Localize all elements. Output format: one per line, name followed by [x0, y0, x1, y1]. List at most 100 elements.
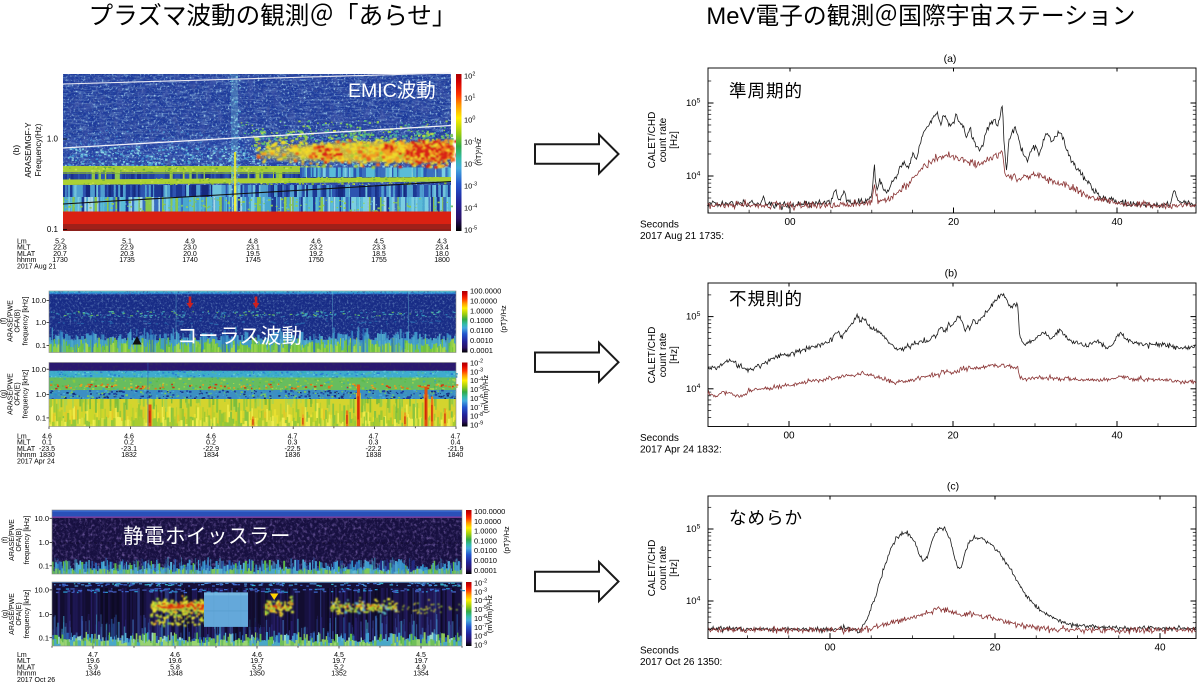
- svg-text:hhmm: hhmm: [17, 671, 37, 678]
- svg-text:OFA(B): OFA(B): [16, 528, 23, 551]
- svg-text:10-7: 10-7: [470, 403, 483, 412]
- svg-text:hhmm: hhmm: [17, 257, 37, 264]
- svg-text:count rate: count rate: [658, 545, 669, 590]
- svg-text:CALET/CHD: CALET/CHD: [647, 112, 658, 169]
- svg-text:100: 100: [464, 116, 475, 125]
- svg-text:20.0: 20.0: [183, 251, 197, 258]
- svg-text:1836: 1836: [285, 452, 301, 459]
- svg-text:-21.9: -21.9: [448, 446, 464, 453]
- svg-text:EMIC波動: EMIC波動: [348, 80, 436, 102]
- svg-text:ARASE/MGF-Y: ARASE/MGF-Y: [24, 122, 33, 178]
- svg-text:1740: 1740: [182, 257, 198, 264]
- svg-text:4.3: 4.3: [437, 239, 447, 246]
- svg-text:0.4: 0.4: [451, 440, 461, 447]
- svg-text:frequency [kHz]: frequency [kHz]: [24, 516, 31, 565]
- svg-text:1832: 1832: [121, 452, 137, 459]
- svg-text:CALET/CHD: CALET/CHD: [647, 540, 658, 597]
- svg-text:00: 00: [783, 431, 795, 442]
- svg-text:22.9: 22.9: [120, 245, 134, 252]
- svg-text:0.0100: 0.0100: [474, 546, 497, 555]
- svg-text:4.6: 4.6: [311, 239, 321, 246]
- svg-text:1834: 1834: [203, 452, 219, 459]
- svg-text:プラズマ波動の観測＠「あらせ」: プラズマ波動の観測＠「あらせ」: [89, 2, 457, 30]
- svg-text:なめらか: なめらか: [729, 508, 803, 528]
- svg-text:101: 101: [464, 94, 475, 103]
- svg-text:10-5: 10-5: [470, 385, 483, 394]
- svg-text:-23.5: -23.5: [39, 446, 55, 453]
- svg-text:0.0100: 0.0100: [470, 326, 493, 335]
- svg-text:count rate: count rate: [658, 117, 669, 162]
- svg-text:(mV/m)²/Hz: (mV/m)²/Hz: [481, 375, 490, 414]
- svg-text:1354: 1354: [413, 671, 429, 678]
- svg-text:-23.1: -23.1: [121, 446, 137, 453]
- svg-text:10-3: 10-3: [464, 182, 477, 191]
- svg-text:(c): (c): [947, 481, 959, 493]
- svg-text:10.0000: 10.0000: [474, 517, 501, 526]
- svg-text:Seconds: Seconds: [640, 220, 679, 231]
- svg-text:1.0000: 1.0000: [470, 306, 493, 315]
- svg-text:0.3: 0.3: [369, 440, 379, 447]
- svg-text:5.9: 5.9: [88, 664, 98, 671]
- svg-text:23.3: 23.3: [372, 245, 386, 252]
- svg-text:23.0: 23.0: [183, 245, 197, 252]
- svg-text:4.7: 4.7: [288, 434, 298, 441]
- svg-text:-22.5: -22.5: [285, 446, 301, 453]
- svg-text:104: 104: [686, 595, 701, 607]
- svg-text:20: 20: [947, 431, 959, 442]
- svg-text:[Hz]: [Hz]: [669, 131, 680, 149]
- svg-text:0.0010: 0.0010: [474, 556, 497, 565]
- svg-text:1346: 1346: [85, 671, 101, 678]
- svg-text:10-4: 10-4: [464, 204, 477, 213]
- svg-text:10.0000: 10.0000: [470, 296, 497, 305]
- svg-text:1.0: 1.0: [36, 318, 46, 327]
- svg-text:0.0001: 0.0001: [474, 566, 497, 575]
- svg-text:19.5: 19.5: [246, 251, 260, 258]
- svg-text:104: 104: [686, 383, 701, 395]
- svg-text:20.3: 20.3: [120, 251, 134, 258]
- svg-text:10-4: 10-4: [474, 596, 487, 605]
- svg-text:ARASE/PWE: ARASE/PWE: [9, 593, 16, 635]
- svg-text:22.8: 22.8: [53, 245, 67, 252]
- svg-text:MLAT: MLAT: [17, 664, 36, 671]
- svg-text:4.6: 4.6: [42, 434, 52, 441]
- svg-text:Frequency(Hz): Frequency(Hz): [34, 123, 43, 176]
- svg-text:0.1: 0.1: [36, 414, 46, 423]
- svg-text:(pT)²/Hz: (pT)²/Hz: [499, 305, 508, 333]
- svg-text:10-2: 10-2: [464, 160, 477, 169]
- svg-text:MeV電子の観測＠国際宇宙ステーション: MeV電子の観測＠国際宇宙ステーション: [706, 3, 1135, 30]
- svg-text:5.2: 5.2: [334, 664, 344, 671]
- svg-text:19.7: 19.7: [332, 658, 346, 665]
- svg-text:10-8: 10-8: [470, 412, 483, 421]
- svg-text:20: 20: [948, 217, 960, 228]
- svg-text:0.0010: 0.0010: [470, 336, 493, 345]
- svg-text:4.5: 4.5: [374, 239, 384, 246]
- svg-text:1.0: 1.0: [36, 390, 46, 399]
- svg-text:1750: 1750: [308, 257, 324, 264]
- svg-text:10-9: 10-9: [474, 641, 487, 650]
- svg-text:19.2: 19.2: [309, 251, 323, 258]
- svg-text:準周期的: 準周期的: [729, 81, 803, 101]
- svg-text:40: 40: [1154, 643, 1166, 654]
- svg-text:1350: 1350: [249, 671, 265, 678]
- svg-text:MLAT: MLAT: [17, 251, 36, 258]
- svg-text:1.0: 1.0: [39, 538, 49, 547]
- svg-text:ARASE/PWE: ARASE/PWE: [8, 373, 15, 415]
- svg-text:23.4: 23.4: [435, 245, 449, 252]
- svg-text:10-9: 10-9: [470, 421, 483, 430]
- svg-text:18.5: 18.5: [372, 251, 386, 258]
- svg-text:0.1: 0.1: [47, 225, 59, 234]
- svg-text:1755: 1755: [371, 257, 387, 264]
- svg-text:10.0: 10.0: [31, 296, 46, 305]
- svg-text:0.2: 0.2: [206, 440, 216, 447]
- svg-text:40: 40: [1111, 217, 1123, 228]
- svg-text:(pT)²/Hz: (pT)²/Hz: [502, 526, 511, 554]
- svg-text:[Hz]: [Hz]: [669, 559, 680, 577]
- svg-text:10.0: 10.0: [34, 514, 49, 523]
- svg-text:不規則的: 不規則的: [729, 289, 803, 309]
- svg-text:frequency [kHz]: frequency [kHz]: [23, 297, 30, 346]
- svg-text:OFA(B): OFA(B): [15, 309, 22, 332]
- svg-text:静電ホイッスラー: 静電ホイッスラー: [123, 525, 291, 548]
- svg-text:ARASE/PWE: ARASE/PWE: [8, 300, 15, 342]
- svg-text:5.1: 5.1: [122, 239, 132, 246]
- svg-text:19.6: 19.6: [168, 658, 182, 665]
